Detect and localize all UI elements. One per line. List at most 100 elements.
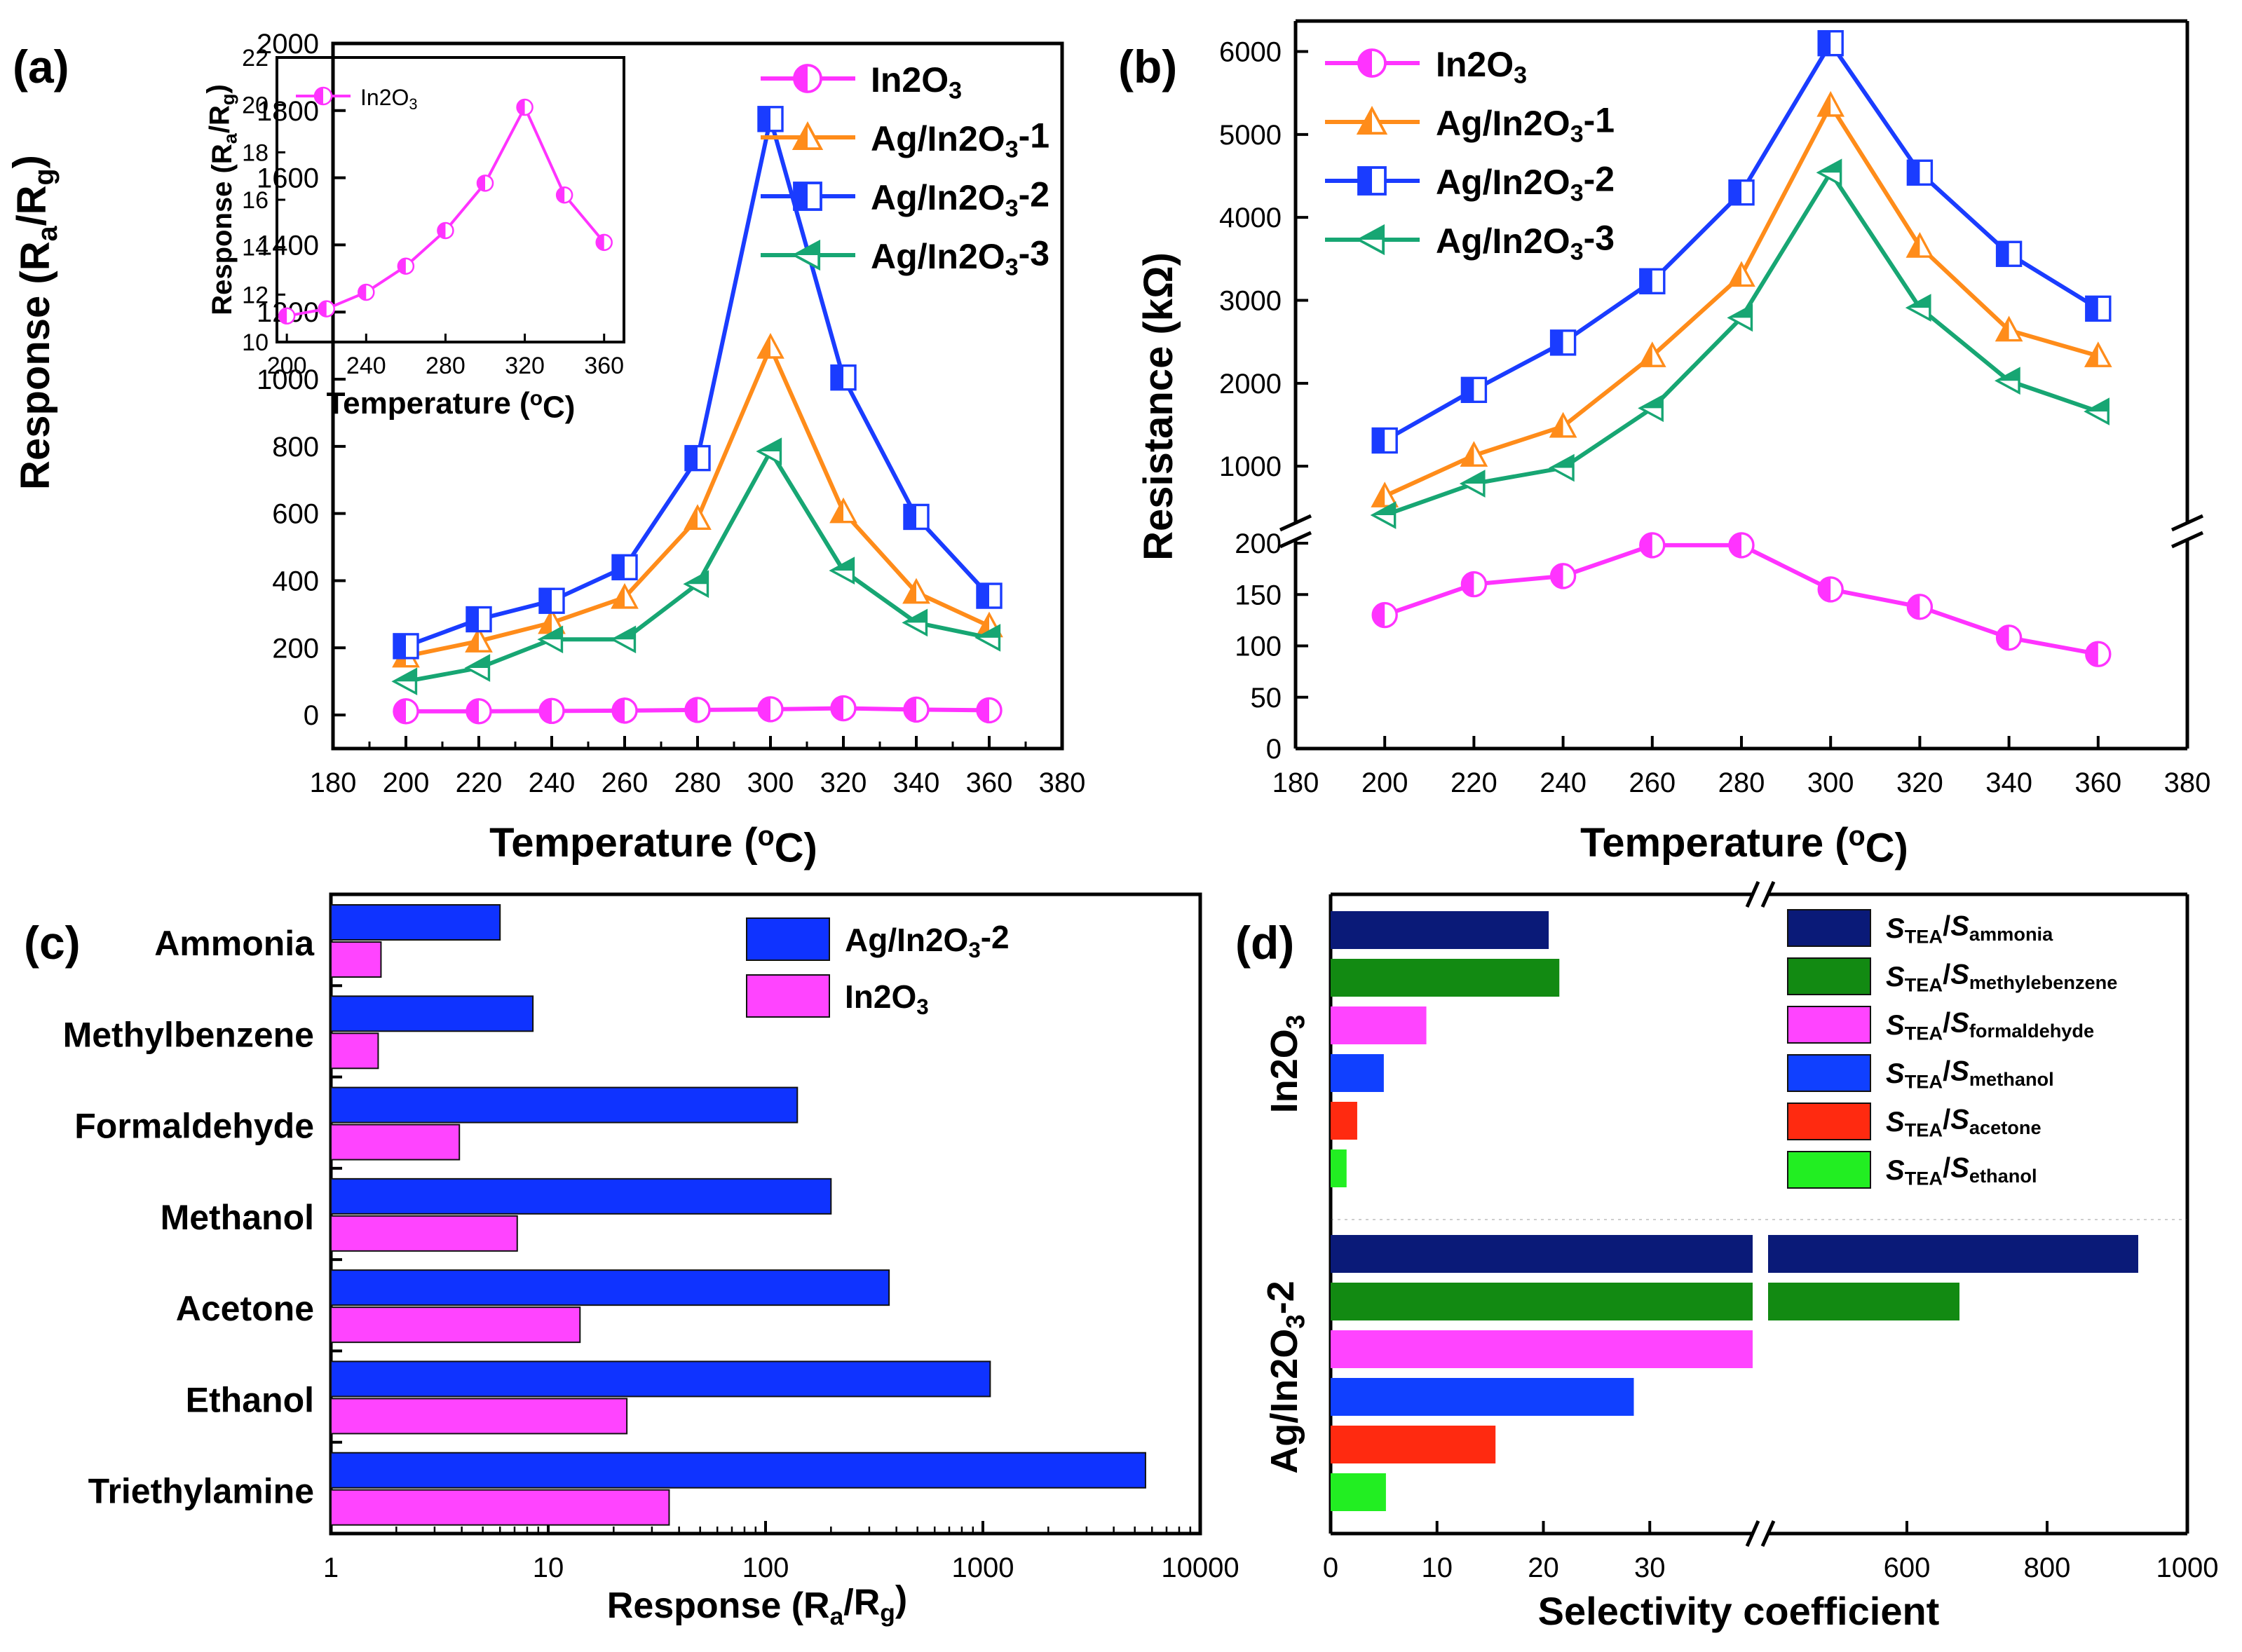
inset-legend-marker: [313, 86, 333, 106]
x-tick-label: 260: [1629, 767, 1676, 798]
data-point-ag-in2o3-2: [1549, 329, 1577, 356]
data-point-ag-in2o3-2: [1371, 427, 1398, 454]
marker-fill: [686, 697, 698, 722]
x-tick-label: 100: [742, 1552, 789, 1583]
marker-fill: [540, 627, 562, 640]
marker-fill: [1640, 396, 1663, 409]
inset-data-point: [397, 257, 415, 275]
data-point-ag-in2o3-1: [1727, 261, 1755, 287]
data-point-in2o3: [976, 697, 1003, 724]
x-axis-title: Selectivity coefficient: [1538, 1589, 1940, 1633]
bar-in2o3: [330, 1398, 628, 1435]
marker-fill: [1359, 109, 1372, 134]
marker-fill: [1819, 577, 1831, 601]
data-point-ag-in2o3-2: [1460, 376, 1488, 403]
inset-data-point: [437, 221, 454, 240]
category-label: Ammonia: [154, 924, 315, 963]
data-point-ag-in2o3-3: [391, 667, 418, 696]
inset-y-axis-title: Response (Ra/Rg): [202, 84, 241, 315]
marker-fill: [613, 555, 625, 580]
inset-x-tick-label: 280: [426, 353, 466, 379]
inset-x-tick-label: 200: [267, 353, 307, 379]
x-tick-label: 360: [966, 767, 1013, 798]
data-point-ag-in2o3-1: [756, 332, 784, 359]
legend-marker: [1356, 106, 1388, 135]
data-point-ag-in2o3-2: [1728, 179, 1755, 206]
legend-label: Ag/In2O3-1: [1436, 101, 1615, 148]
x-tick-label: 200: [383, 767, 430, 798]
legend-marker: [793, 182, 822, 211]
marker-fill: [467, 699, 479, 723]
marker-fill: [759, 107, 770, 131]
data-point-ag-in2o3-2: [903, 503, 930, 531]
bar-stea-smethanol: [1331, 1378, 1634, 1416]
y-tick-label: 1000: [1219, 451, 1282, 482]
bar-stea-smethylebenzene: [1768, 1283, 1959, 1320]
marker-fill: [686, 572, 708, 585]
inset-x-tick-label: 360: [584, 353, 624, 379]
legend-label: Ag/In2O3-2: [871, 175, 1049, 222]
marker-fill: [831, 559, 854, 571]
x-tick-label: 220: [1450, 767, 1497, 798]
data-point-in2o3: [1371, 601, 1398, 629]
x-tick-label: 800: [2024, 1552, 2071, 1583]
data-point-ag-in2o3-3: [756, 437, 782, 465]
marker-fill: [318, 301, 327, 317]
y-tick-label: 50: [1251, 683, 1282, 714]
marker-fill: [794, 242, 820, 255]
axis-break-mark: [1760, 880, 1776, 908]
marker-fill: [686, 506, 698, 529]
data-point-ag-in2o3-2: [611, 554, 638, 581]
data-point-in2o3: [1995, 624, 2023, 651]
legend-swatch: [1787, 1006, 1871, 1044]
panel-a: 180 200 220 240 260 280 300 320 340 360 380 0 200 400…: [6, 29, 1086, 871]
x-tick-label: 180: [310, 767, 357, 798]
marker-fill: [394, 634, 406, 658]
y-tick-label: 150: [1235, 580, 1282, 610]
marker-fill: [794, 65, 808, 92]
data-point-ag-in2o3-2: [684, 444, 711, 472]
data-point-in2o3: [1906, 594, 1934, 620]
legend-label: In2O3: [845, 978, 929, 1019]
data-point-ag-in2o3-3: [464, 654, 491, 682]
bar-in2o3: [330, 1124, 461, 1161]
bar-in2o3: [330, 941, 382, 978]
data-point-ag-in2o3-3: [829, 557, 855, 585]
marker-fill: [1908, 296, 1930, 308]
marker-fill: [831, 365, 843, 390]
marker-fill: [279, 308, 287, 324]
marker-fill: [1551, 456, 1574, 468]
data-point-ag-in2o3-3: [974, 624, 1001, 652]
panel-d: 0 10 20 30 600 800 1000 Selectivity coefficient…: [1235, 880, 2218, 1633]
category-label: Ethanol: [186, 1380, 314, 1419]
legend-label: STEA/Sacetone: [1886, 1104, 2041, 1140]
marker-fill: [477, 175, 485, 191]
data-point-in2o3: [1728, 532, 1755, 559]
inset-y-tick-label: 10: [242, 329, 269, 356]
x-tick-label: 360: [2074, 767, 2121, 798]
bar-ag-in2o3-2: [330, 1177, 832, 1215]
inset-y-tick-label: 22: [242, 45, 269, 71]
marker-fill: [904, 580, 916, 603]
x-tick-label: 180: [1272, 767, 1319, 798]
data-point-in2o3: [1817, 576, 1844, 603]
x-tick-label: 340: [893, 767, 940, 798]
data-point-ag-in2o3-2: [976, 582, 1003, 609]
marker-fill: [904, 610, 927, 623]
data-point-ag-in2o3-1: [1371, 482, 1399, 507]
axis-break-mark: [1745, 880, 1760, 908]
legend-swatch: [746, 917, 830, 961]
bar-ag-in2o3-2: [330, 1086, 799, 1124]
bar-in2o3: [330, 1489, 670, 1526]
marker-fill: [759, 439, 781, 452]
legend-label: STEA/Sformaldehyde: [1886, 1007, 2094, 1044]
bar-stea-sacetone: [1331, 1426, 1496, 1463]
marker-fill: [1997, 625, 2009, 650]
data-point-in2o3: [1549, 563, 1577, 589]
axis-break-mark: [1745, 1520, 1760, 1548]
marker-fill: [1997, 369, 2020, 381]
y-tick-label: 800: [272, 432, 319, 463]
marker-fill: [1819, 31, 1831, 55]
x-tick-label: 10: [533, 1552, 564, 1583]
marker-fill: [1730, 306, 1752, 318]
